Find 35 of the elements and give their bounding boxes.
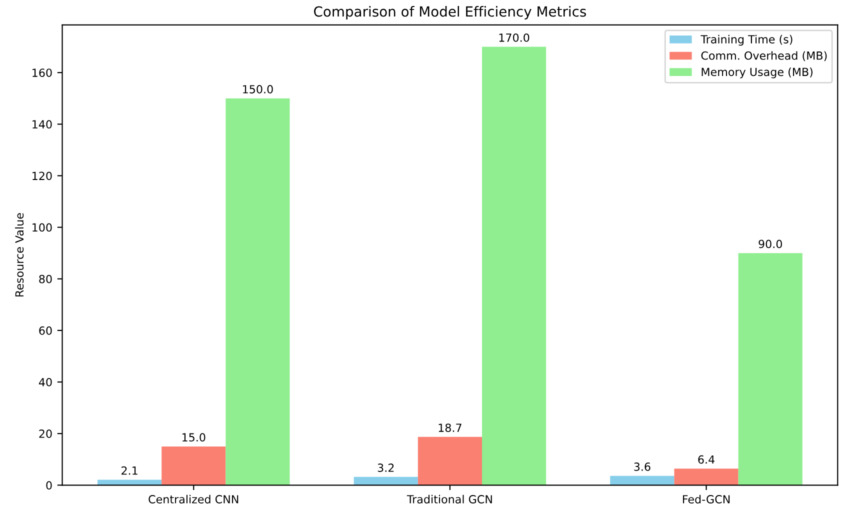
data-label: 6.4 (698, 455, 714, 464)
data-label: 150.0 (243, 85, 273, 94)
y-tick-label: 20 (39, 430, 52, 438)
y-tick-label: 100 (32, 223, 52, 232)
y-tick-label: 160 (32, 68, 52, 77)
data-label: 3.6 (634, 462, 650, 471)
y-tick-label: 0 (46, 481, 52, 490)
data-label: 18.7 (438, 424, 462, 432)
y-axis-title: Resource Value (15, 213, 24, 296)
x-tick-label: Fed-GCN (682, 494, 730, 504)
legend-label: Memory Usage (MB) (702, 68, 812, 78)
bar (354, 476, 418, 486)
y-tick-label: 80 (39, 274, 52, 284)
y-tick-label: 140 (32, 120, 52, 129)
bar (98, 480, 162, 486)
bar (674, 468, 738, 486)
data-label: 3.2 (378, 464, 394, 472)
x-tick-label: Centralized CNN (148, 494, 238, 504)
legend-label: Comm. Overhead (MB) (701, 51, 827, 62)
legend-label: Training Time (s) (700, 34, 792, 46)
data-label: 170.0 (499, 33, 530, 42)
data-label: 2.1 (122, 466, 138, 475)
data-label: 15.0 (182, 433, 206, 442)
bar (226, 98, 290, 486)
y-tick-label: 60 (39, 326, 52, 335)
bar (162, 446, 226, 486)
chart-title: Comparison of Model Efficiency Metrics (314, 6, 586, 20)
y-tick-label: 40 (38, 378, 52, 386)
bar (738, 253, 802, 486)
y-tick-label: 120 (32, 172, 52, 180)
bar (418, 436, 482, 486)
bar (482, 46, 546, 486)
data-label: 90.0 (758, 240, 782, 248)
bar (610, 476, 674, 486)
x-tick-label: Traditional GCN (406, 494, 492, 504)
